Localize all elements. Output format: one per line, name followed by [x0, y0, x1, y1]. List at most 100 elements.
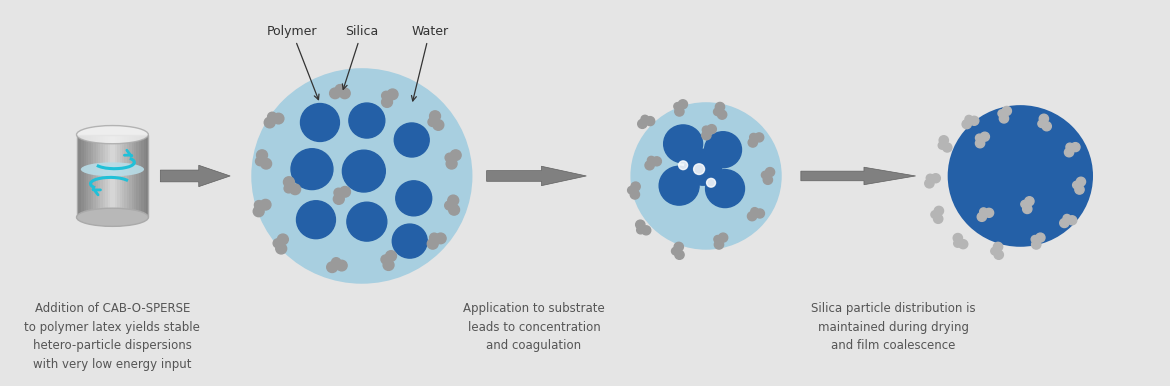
Polygon shape: [800, 167, 916, 185]
Circle shape: [993, 242, 1003, 251]
Bar: [137, 135, 139, 217]
Bar: [89, 135, 91, 217]
Circle shape: [296, 201, 336, 239]
Circle shape: [383, 260, 394, 270]
Circle shape: [638, 119, 647, 129]
Circle shape: [277, 234, 288, 245]
Circle shape: [331, 258, 340, 267]
Circle shape: [636, 226, 645, 234]
Circle shape: [631, 182, 640, 191]
Bar: [135, 135, 137, 217]
Bar: [144, 135, 146, 217]
Circle shape: [268, 112, 277, 121]
Bar: [76, 135, 149, 217]
Circle shape: [717, 110, 727, 119]
Circle shape: [381, 91, 391, 100]
Circle shape: [748, 138, 757, 147]
Circle shape: [934, 214, 943, 223]
Circle shape: [679, 161, 688, 169]
Circle shape: [336, 260, 347, 271]
Circle shape: [949, 106, 1092, 246]
Circle shape: [999, 114, 1009, 123]
Bar: [94, 135, 96, 217]
Bar: [119, 135, 122, 217]
Bar: [105, 135, 108, 217]
Text: Silica particle distribution is
maintained during drying
and film coalescence: Silica particle distribution is maintain…: [811, 302, 976, 352]
Bar: [122, 135, 124, 217]
Circle shape: [675, 250, 684, 259]
Circle shape: [1025, 197, 1034, 206]
Circle shape: [349, 103, 385, 138]
Circle shape: [646, 117, 655, 125]
Circle shape: [1042, 122, 1052, 131]
Circle shape: [714, 108, 722, 115]
Circle shape: [448, 195, 459, 206]
Circle shape: [635, 220, 645, 229]
Circle shape: [1075, 185, 1085, 194]
Bar: [108, 135, 110, 217]
Bar: [87, 135, 89, 217]
Circle shape: [755, 133, 764, 142]
Circle shape: [674, 242, 683, 251]
Circle shape: [762, 171, 769, 179]
Circle shape: [962, 120, 971, 129]
Circle shape: [1020, 200, 1028, 208]
Text: Water: Water: [411, 25, 448, 101]
Circle shape: [931, 211, 938, 218]
Circle shape: [261, 158, 271, 169]
Circle shape: [927, 174, 934, 182]
Circle shape: [641, 115, 649, 123]
Circle shape: [429, 111, 440, 122]
Circle shape: [284, 184, 294, 193]
Circle shape: [435, 233, 446, 244]
Polygon shape: [487, 166, 586, 186]
Circle shape: [394, 123, 429, 157]
Circle shape: [954, 240, 962, 247]
Circle shape: [427, 239, 439, 249]
Circle shape: [943, 143, 952, 152]
Text: Silica: Silica: [343, 25, 378, 89]
Circle shape: [976, 139, 985, 148]
Circle shape: [977, 212, 986, 221]
Circle shape: [715, 102, 724, 112]
Circle shape: [694, 164, 704, 174]
Circle shape: [392, 224, 427, 258]
Circle shape: [631, 190, 640, 199]
Circle shape: [704, 132, 742, 168]
Circle shape: [1073, 181, 1080, 189]
Circle shape: [1066, 143, 1074, 151]
Bar: [76, 135, 78, 217]
Circle shape: [446, 158, 457, 169]
Circle shape: [715, 240, 723, 249]
Circle shape: [1035, 233, 1045, 242]
Circle shape: [260, 200, 271, 210]
Circle shape: [672, 247, 680, 255]
Circle shape: [428, 118, 438, 127]
Ellipse shape: [81, 163, 144, 176]
Circle shape: [935, 207, 943, 215]
Bar: [126, 135, 129, 217]
Circle shape: [627, 186, 635, 194]
Bar: [78, 135, 81, 217]
Circle shape: [1071, 142, 1080, 152]
Bar: [84, 135, 87, 217]
Bar: [98, 135, 101, 217]
Circle shape: [433, 120, 443, 130]
Bar: [112, 135, 115, 217]
Ellipse shape: [76, 208, 149, 226]
Circle shape: [273, 113, 284, 124]
Circle shape: [954, 234, 963, 242]
Circle shape: [976, 134, 983, 142]
Ellipse shape: [76, 125, 149, 144]
Circle shape: [290, 184, 301, 195]
Circle shape: [386, 251, 397, 261]
Circle shape: [718, 233, 728, 242]
Circle shape: [707, 125, 716, 134]
Bar: [139, 135, 142, 217]
Circle shape: [330, 88, 340, 99]
Circle shape: [1076, 177, 1086, 186]
Circle shape: [998, 110, 1006, 117]
Circle shape: [755, 209, 764, 218]
Circle shape: [684, 149, 722, 185]
Circle shape: [273, 239, 282, 248]
